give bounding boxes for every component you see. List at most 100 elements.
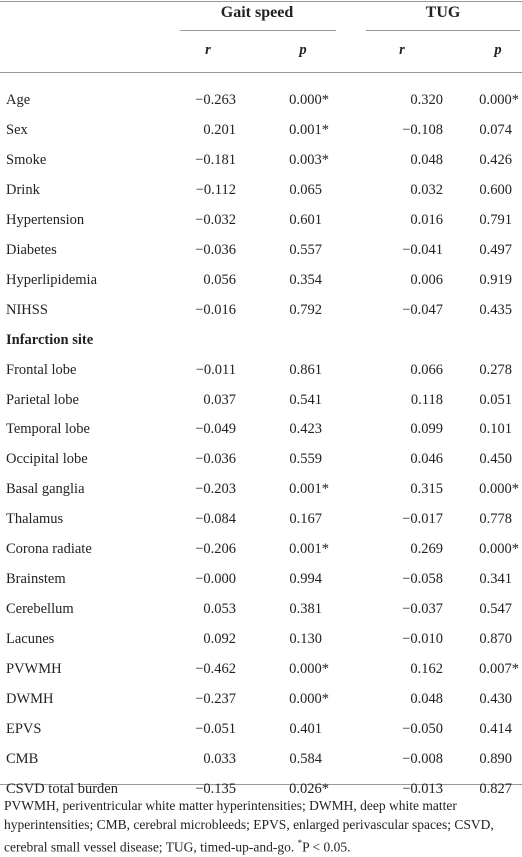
- row-label: Age: [6, 92, 31, 108]
- cell: 0.006: [410, 271, 443, 288]
- cell: 0.101: [479, 421, 512, 438]
- footnote-note: P < 0.05.: [302, 839, 351, 855]
- cell: −0.051: [195, 720, 236, 737]
- cell: 0.792: [289, 301, 322, 318]
- group-rule: [366, 30, 520, 31]
- cell: 0.559: [289, 451, 322, 468]
- row-label: CMB: [6, 750, 39, 767]
- cell: 0.000*: [479, 541, 519, 558]
- row-label: Parietal lobe: [6, 391, 79, 408]
- cell: 0.354: [289, 271, 322, 288]
- cell: 0.046: [410, 451, 443, 468]
- cell: −0.108: [402, 121, 443, 138]
- cell: 0.541: [289, 391, 322, 408]
- footnote-mark: *: [297, 838, 303, 848]
- cell: 0.426: [479, 151, 512, 168]
- cell: 0.007*: [479, 661, 519, 678]
- row-label: Frontal lobe: [6, 361, 77, 378]
- cell: 0.000*: [479, 481, 519, 498]
- cell: 0.278: [479, 361, 512, 378]
- section-label: Infarction site: [6, 331, 94, 348]
- cell: 0.435: [479, 301, 512, 318]
- row-label: Sex: [6, 121, 28, 138]
- cell: 0.092: [203, 631, 236, 648]
- cell: −0.084: [195, 511, 236, 528]
- cell: −0.032: [195, 211, 236, 228]
- cell: 0.423: [289, 421, 322, 438]
- cell: −0.041: [402, 241, 443, 258]
- cell: 0.000*: [289, 92, 329, 108]
- column-header: p: [299, 42, 307, 58]
- cell: 0.341: [479, 571, 512, 588]
- cell: −0.049: [195, 421, 236, 438]
- cell: 0.001*: [289, 541, 329, 558]
- cell: −0.036: [195, 451, 236, 468]
- row-label: Occipital lobe: [6, 451, 88, 468]
- cell: 0.033: [203, 750, 236, 767]
- cell: 0.065: [289, 181, 322, 198]
- column-header: p: [494, 42, 502, 58]
- cell: −0.047: [402, 301, 443, 318]
- top-rule: [0, 1, 522, 2]
- cell: 0.056: [203, 271, 236, 288]
- row-label: Cerebellum: [6, 601, 74, 618]
- cell: 0.450: [479, 451, 512, 468]
- group-rule: [180, 30, 336, 31]
- cell: 0.048: [410, 691, 443, 707]
- row-label: Hyperlipidemia: [6, 271, 98, 288]
- cell: 0.051: [479, 391, 512, 408]
- cell: −0.135: [195, 780, 236, 797]
- cell: 0.827: [479, 780, 512, 797]
- cell: 0.320: [410, 92, 443, 108]
- cell: 0.201: [203, 121, 236, 138]
- row-label: Basal ganglia: [6, 481, 85, 498]
- cell: 0.870: [479, 631, 512, 648]
- cell: 0.584: [289, 750, 322, 767]
- row-label: Smoke: [6, 151, 47, 168]
- row-label: Hypertension: [6, 211, 85, 228]
- group-header: Gait speed: [220, 4, 294, 21]
- cell: 0.066: [410, 361, 443, 378]
- bottom-rule: [0, 784, 522, 785]
- row-label: Lacunes: [6, 631, 55, 648]
- cell: 0.557: [289, 241, 322, 258]
- cell: 0.919: [479, 271, 512, 288]
- row-label: Drink: [6, 181, 40, 198]
- row-label: DWMH: [6, 691, 54, 707]
- cell: 0.048: [410, 151, 443, 168]
- cell: 0.099: [410, 421, 443, 438]
- cell: −0.050: [402, 720, 443, 737]
- row-label: NIHSS: [6, 301, 48, 318]
- cell: −0.237: [195, 691, 236, 707]
- header-rule: [0, 72, 522, 73]
- cell: −0.037: [402, 601, 443, 618]
- cell: −0.000: [195, 571, 236, 588]
- cell: 0.000*: [289, 661, 329, 678]
- group-header: TUG: [425, 4, 461, 21]
- column-header: r: [205, 42, 211, 58]
- row-label: Thalamus: [6, 511, 64, 528]
- cell: −0.058: [402, 571, 443, 588]
- cell: −0.036: [195, 241, 236, 258]
- cell: 0.890: [479, 750, 512, 767]
- row-label: Brainstem: [6, 571, 66, 588]
- cell: 0.791: [479, 211, 512, 228]
- cell: 0.053: [203, 601, 236, 618]
- cell: −0.263: [195, 92, 236, 108]
- cell: −0.011: [195, 361, 236, 378]
- cell: 0.001*: [289, 121, 329, 138]
- cell: 0.778: [479, 511, 512, 528]
- cell: 0.000*: [479, 92, 519, 108]
- cell: 0.003*: [289, 151, 329, 168]
- cell: −0.206: [195, 541, 236, 558]
- cell: 0.037: [203, 391, 236, 408]
- cell: 0.547: [479, 601, 512, 618]
- cell: 0.401: [289, 720, 322, 737]
- cell: 0.000*: [289, 691, 329, 707]
- cell: 0.162: [410, 661, 443, 678]
- cell: −0.181: [195, 151, 236, 168]
- cell: 0.601: [289, 211, 322, 228]
- cell: 0.026*: [289, 780, 329, 797]
- cell: 0.414: [479, 720, 512, 737]
- cell: 0.118: [410, 391, 443, 408]
